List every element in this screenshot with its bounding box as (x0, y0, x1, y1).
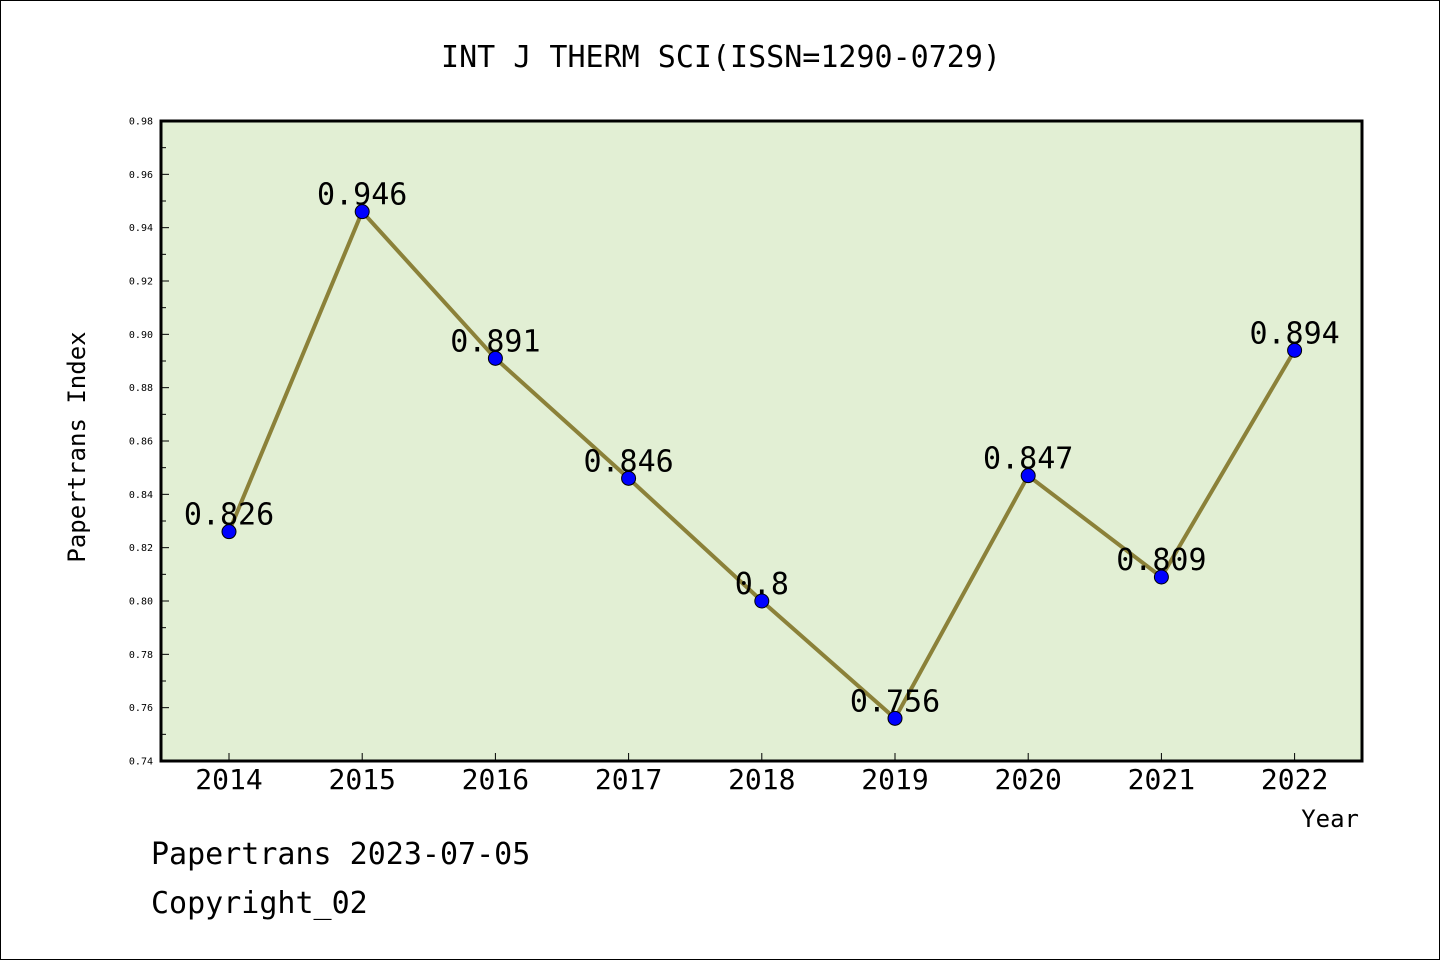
data-label: 0.8 (735, 567, 789, 602)
footer-copyright-text: Copyright_02 (151, 886, 368, 921)
data-label: 0.846 (583, 444, 673, 479)
y-tick-label: 0.90 (129, 330, 153, 341)
data-point-marker (487, 350, 503, 366)
y-tick-label: 0.94 (129, 223, 153, 234)
data-label-group: 0.826 0.946 0.891 0.846 0.8 0.756 0.847 0.809 0.… (184, 178, 1340, 720)
x-tick-label: 2018 (728, 763, 795, 796)
data-label: 0.826 (184, 498, 274, 533)
plot-area (159, 119, 1364, 763)
data-label: 0.756 (850, 684, 940, 719)
footer-date-text: Papertrans 2023-07-05 (151, 837, 531, 872)
data-point-marker (887, 710, 903, 726)
data-label: 0.891 (450, 324, 540, 359)
x-tick-label: 2022 (1261, 763, 1328, 796)
x-tick-label: 2016 (462, 763, 529, 796)
data-label: 0.809 (1116, 543, 1206, 578)
data-point-marker (221, 524, 237, 540)
data-point-marker (354, 204, 370, 220)
x-axis-label: Year (1301, 805, 1359, 833)
x-tick-label: 2015 (328, 763, 395, 796)
data-point-marker (621, 470, 637, 486)
y-tick-label: 0.80 (129, 597, 153, 608)
y-tick-label: 0.98 (129, 117, 153, 128)
x-tick-label: 2014 (195, 763, 262, 796)
y-tick-label: 0.78 (129, 650, 153, 661)
data-label: 0.894 (1249, 316, 1339, 351)
y-tick-label: 0.96 (129, 170, 153, 181)
data-point-marker (1153, 569, 1169, 585)
data-label: 0.847 (983, 442, 1073, 477)
data-point-marker (1287, 342, 1303, 358)
y-tick-label: 0.82 (129, 543, 153, 554)
y-tick-label: 0.84 (129, 490, 153, 501)
marker-group (221, 204, 1303, 726)
y-axis-label: Papertrans Index (63, 331, 91, 562)
chart-title: INT J THERM SCI(ISSN=1290-0729) (441, 40, 1001, 75)
y-tick-label: 0.74 (129, 757, 153, 768)
data-point-marker (754, 593, 770, 609)
y-axis-ticks: 0.74 0.76 0.78 0.80 0.82 0.84 0.86 0.88 0.90 0.92… (129, 117, 169, 768)
x-tick-label: 2020 (994, 763, 1061, 796)
y-tick-label: 0.88 (129, 383, 153, 394)
x-tick-label: 2017 (595, 763, 662, 796)
data-point-marker (1020, 468, 1036, 484)
x-tick-label: 2019 (861, 763, 928, 796)
x-tick-label: 2021 (1128, 763, 1195, 796)
data-label: 0.946 (317, 178, 407, 213)
x-axis-ticks: 2014 2015 2016 2017 2018 2019 2020 2021 2022 (195, 753, 1328, 796)
y-tick-label: 0.76 (129, 703, 153, 714)
y-tick-label: 0.92 (129, 277, 153, 288)
y-tick-label: 0.86 (129, 437, 153, 448)
